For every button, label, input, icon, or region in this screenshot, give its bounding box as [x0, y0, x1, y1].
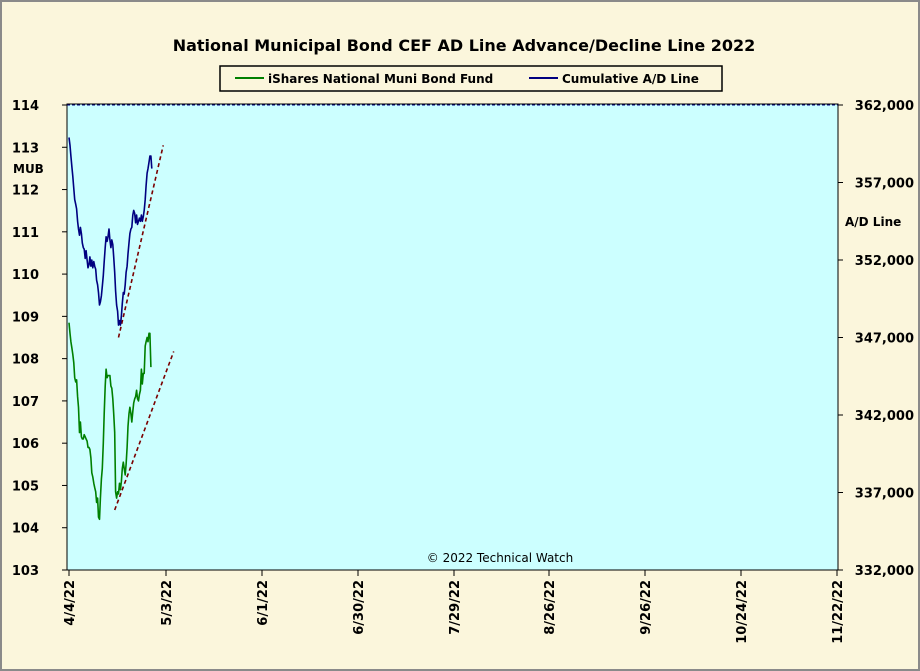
left-tick-label: 112	[12, 184, 39, 199]
series-line-mub	[68, 322, 152, 521]
left-tick-label: 113	[12, 141, 39, 156]
right-tick-label: 352,000	[855, 254, 914, 269]
legend-label-ad: Cumulative A/D Line	[562, 72, 699, 86]
trendline-right	[117, 145, 165, 338]
left-tick-label: 107	[12, 395, 39, 410]
x-tick-label: 11/22/22	[831, 580, 846, 644]
x-tick-label: 5/3/22	[160, 580, 175, 626]
left-tick-label: 104	[12, 522, 39, 537]
x-tick-label: 6/1/22	[256, 580, 271, 626]
left-tick-label: 110	[12, 268, 39, 283]
left-axis: 103 104 105 106 107 108 109 110 111 112 113 114	[12, 99, 67, 579]
x-tick-label: 6/30/22	[352, 580, 367, 635]
copyright-text: © 2022 Technical Watch	[427, 551, 573, 565]
trendline-left	[113, 351, 175, 511]
trendlines	[113, 145, 175, 511]
left-axis-label: MUB	[13, 162, 44, 176]
right-tick-label: 362,000	[855, 99, 914, 114]
right-axis: 332,000 337,000 342,000 347,000 352,000 357,0…	[838, 99, 914, 579]
series-line-ad	[68, 137, 153, 326]
left-tick-label: 106	[12, 437, 39, 452]
x-tick-label: 8/26/22	[543, 580, 558, 635]
left-tick-label: 103	[12, 564, 39, 579]
x-axis: 4/4/22 5/3/22 6/1/22 6/30/22 7/29/22 8/26/22 9…	[63, 570, 846, 644]
left-tick-label: 108	[12, 353, 39, 368]
series	[68, 137, 153, 521]
x-tick-label: 9/26/22	[639, 580, 654, 635]
left-tick-label: 114	[12, 99, 39, 114]
plot-area	[66, 103, 839, 571]
legend: iShares National Muni Bond Fund Cumulati…	[219, 65, 723, 92]
x-tick-label: 7/29/22	[448, 580, 463, 635]
right-tick-label: 357,000	[855, 177, 914, 192]
legend-label-mub: iShares National Muni Bond Fund	[268, 72, 493, 86]
left-tick-label: 109	[12, 310, 39, 325]
right-tick-label: 347,000	[855, 332, 914, 347]
x-tick-label: 4/4/22	[63, 580, 78, 626]
right-tick-label: 342,000	[855, 409, 914, 424]
chart-title: National Municipal Bond CEF AD Line Adva…	[173, 36, 756, 55]
right-tick-label: 332,000	[855, 564, 914, 579]
right-tick-label: 337,000	[855, 487, 914, 502]
legend-box	[219, 65, 723, 92]
left-tick-label: 111	[12, 226, 39, 241]
left-tick-label: 105	[12, 479, 39, 494]
x-tick-label: 10/24/22	[735, 580, 750, 644]
right-axis-label: A/D Line	[845, 215, 901, 229]
